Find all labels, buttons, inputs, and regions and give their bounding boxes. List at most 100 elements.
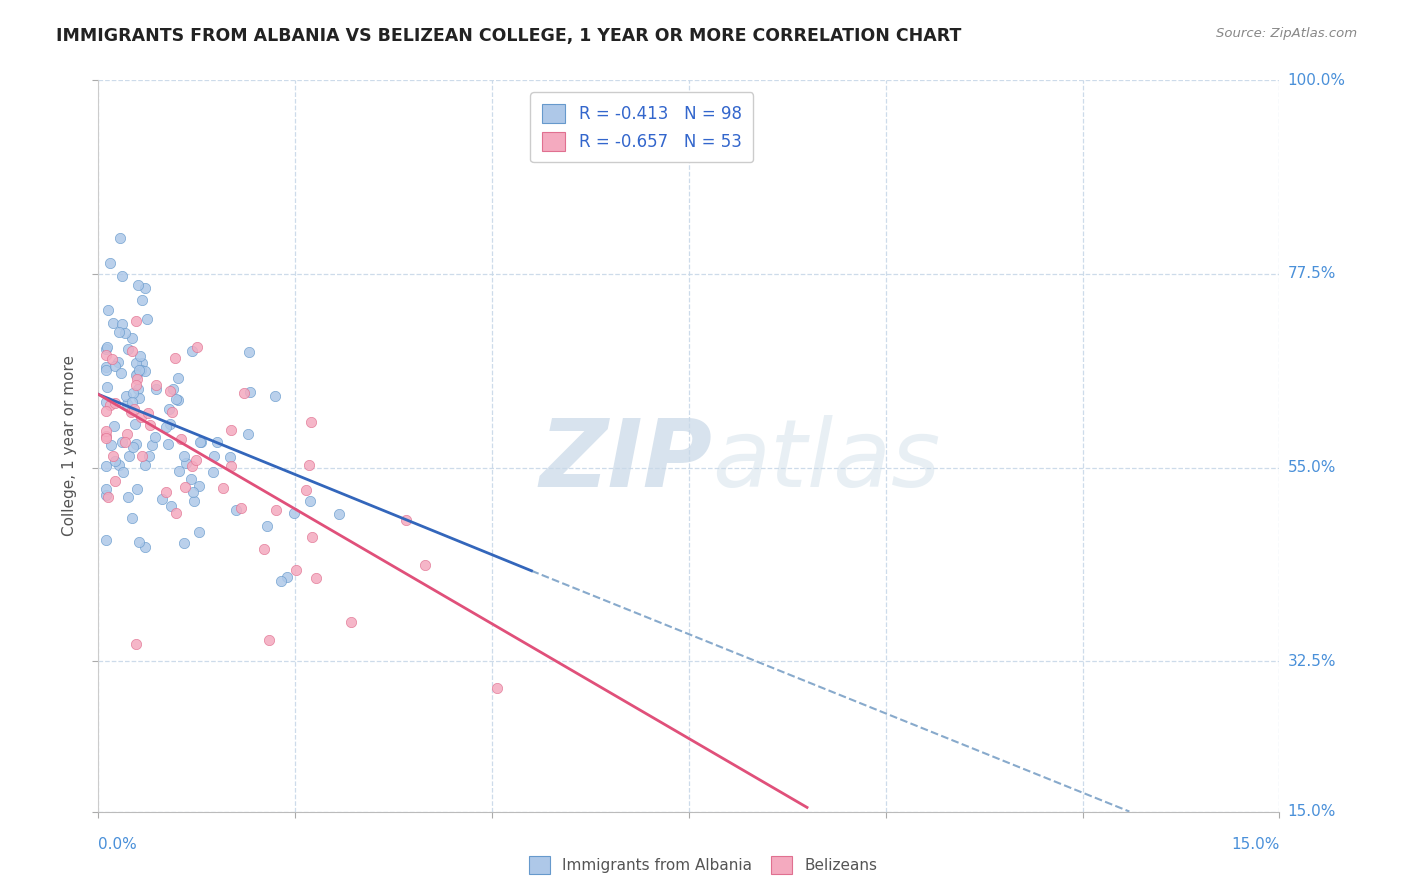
- Point: [134, 364, 156, 378]
- Point: [298, 458, 321, 473]
- Point: [108, 231, 131, 245]
- Point: [117, 342, 139, 356]
- Point: [145, 378, 167, 392]
- Point: [103, 449, 125, 463]
- Text: 77.5%: 77.5%: [1288, 267, 1336, 281]
- Point: [184, 453, 207, 467]
- Point: [264, 503, 287, 517]
- Point: [104, 454, 127, 468]
- Point: [96, 431, 118, 445]
- Point: [256, 519, 278, 533]
- Point: [155, 484, 177, 499]
- Legend: Immigrants from Albania, Belizeans: Immigrants from Albania, Belizeans: [523, 850, 883, 880]
- Point: [96, 533, 118, 548]
- Point: [97, 490, 120, 504]
- Point: [218, 450, 240, 465]
- Point: [239, 385, 262, 400]
- Point: [485, 681, 508, 696]
- Point: [96, 429, 118, 443]
- Point: [122, 440, 145, 454]
- Point: [298, 494, 321, 508]
- Y-axis label: College, 1 year or more: College, 1 year or more: [62, 356, 77, 536]
- Point: [114, 326, 136, 341]
- Point: [127, 368, 149, 382]
- Point: [212, 481, 235, 495]
- Point: [169, 432, 191, 446]
- Point: [150, 491, 173, 506]
- Point: [162, 382, 184, 396]
- Point: [107, 458, 129, 472]
- Point: [120, 405, 142, 419]
- Point: [98, 398, 121, 412]
- Point: [270, 574, 292, 589]
- Point: [257, 633, 280, 648]
- Point: [187, 525, 209, 540]
- Point: [180, 472, 202, 486]
- Point: [141, 438, 163, 452]
- Point: [229, 501, 252, 516]
- Point: [131, 293, 153, 308]
- Point: [207, 434, 229, 449]
- Point: [169, 464, 191, 478]
- Point: [125, 356, 148, 370]
- Point: [96, 360, 118, 375]
- Point: [112, 466, 135, 480]
- Point: [121, 343, 143, 358]
- Point: [115, 426, 138, 441]
- Point: [96, 459, 118, 474]
- Point: [101, 316, 124, 330]
- Legend: R = -0.413   N = 98, R = -0.657   N = 53: R = -0.413 N = 98, R = -0.657 N = 53: [530, 92, 754, 162]
- Point: [125, 314, 148, 328]
- Point: [111, 269, 134, 284]
- Point: [162, 405, 184, 419]
- Text: 55.0%: 55.0%: [1288, 460, 1336, 475]
- Point: [167, 371, 190, 385]
- Point: [96, 379, 118, 393]
- Point: [187, 479, 209, 493]
- Point: [97, 302, 120, 317]
- Point: [121, 394, 143, 409]
- Point: [167, 393, 190, 408]
- Point: [134, 541, 156, 555]
- Point: [129, 363, 152, 377]
- Point: [285, 563, 308, 577]
- Point: [159, 417, 181, 432]
- Text: atlas: atlas: [713, 415, 941, 506]
- Point: [173, 536, 195, 550]
- Text: 15.0%: 15.0%: [1288, 805, 1336, 819]
- Point: [295, 483, 318, 498]
- Point: [165, 392, 187, 406]
- Text: 0.0%: 0.0%: [98, 837, 138, 852]
- Point: [134, 458, 156, 473]
- Point: [96, 342, 118, 356]
- Point: [96, 394, 118, 409]
- Point: [165, 351, 187, 365]
- Point: [131, 450, 153, 464]
- Point: [155, 420, 177, 434]
- Text: 32.5%: 32.5%: [1288, 654, 1336, 669]
- Point: [253, 542, 276, 557]
- Point: [127, 382, 149, 396]
- Point: [136, 312, 159, 326]
- Point: [202, 466, 225, 480]
- Point: [395, 513, 418, 527]
- Point: [121, 510, 143, 524]
- Point: [131, 356, 153, 370]
- Point: [101, 352, 124, 367]
- Point: [181, 344, 204, 359]
- Point: [125, 377, 148, 392]
- Point: [104, 359, 127, 373]
- Point: [104, 474, 127, 488]
- Point: [157, 437, 180, 451]
- Point: [301, 531, 323, 545]
- Point: [134, 281, 156, 295]
- Point: [96, 363, 118, 377]
- Point: [188, 435, 211, 450]
- Point: [96, 425, 118, 439]
- Point: [190, 434, 212, 449]
- Point: [121, 330, 143, 344]
- Point: [173, 480, 195, 494]
- Point: [340, 615, 363, 629]
- Point: [108, 326, 131, 340]
- Point: [263, 389, 285, 403]
